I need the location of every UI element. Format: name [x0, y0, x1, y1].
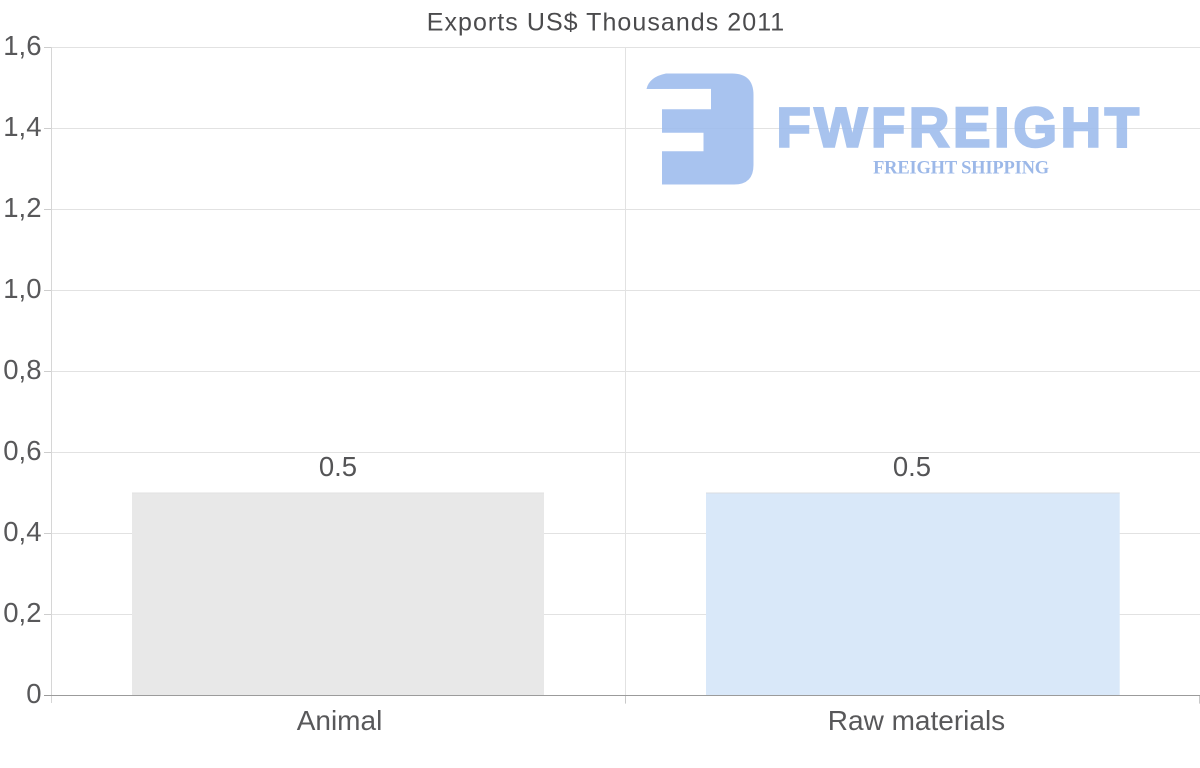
svg-text:0.5: 0.5 [319, 451, 357, 482]
svg-text:FWFREIGHT: FWFREIGHT [777, 96, 1143, 159]
svg-text:FREIGHT SHIPPING: FREIGHT SHIPPING [873, 159, 1049, 179]
svg-text:0: 0 [26, 678, 41, 709]
svg-text:1,2: 1,2 [3, 192, 41, 223]
svg-text:Animal: Animal [297, 705, 383, 736]
svg-text:0,2: 0,2 [3, 597, 41, 628]
svg-text:0,4: 0,4 [3, 516, 41, 547]
svg-text:0,8: 0,8 [3, 354, 41, 385]
svg-text:Raw materials: Raw materials [828, 705, 1005, 736]
svg-text:1,0: 1,0 [3, 273, 41, 304]
svg-text:1,4: 1,4 [3, 111, 41, 142]
svg-text:Exports US$ Thousands 2011: Exports US$ Thousands 2011 [427, 9, 786, 37]
svg-text:1,6: 1,6 [3, 30, 41, 61]
svg-text:0,6: 0,6 [3, 435, 41, 466]
svg-text:0.5: 0.5 [893, 451, 931, 482]
